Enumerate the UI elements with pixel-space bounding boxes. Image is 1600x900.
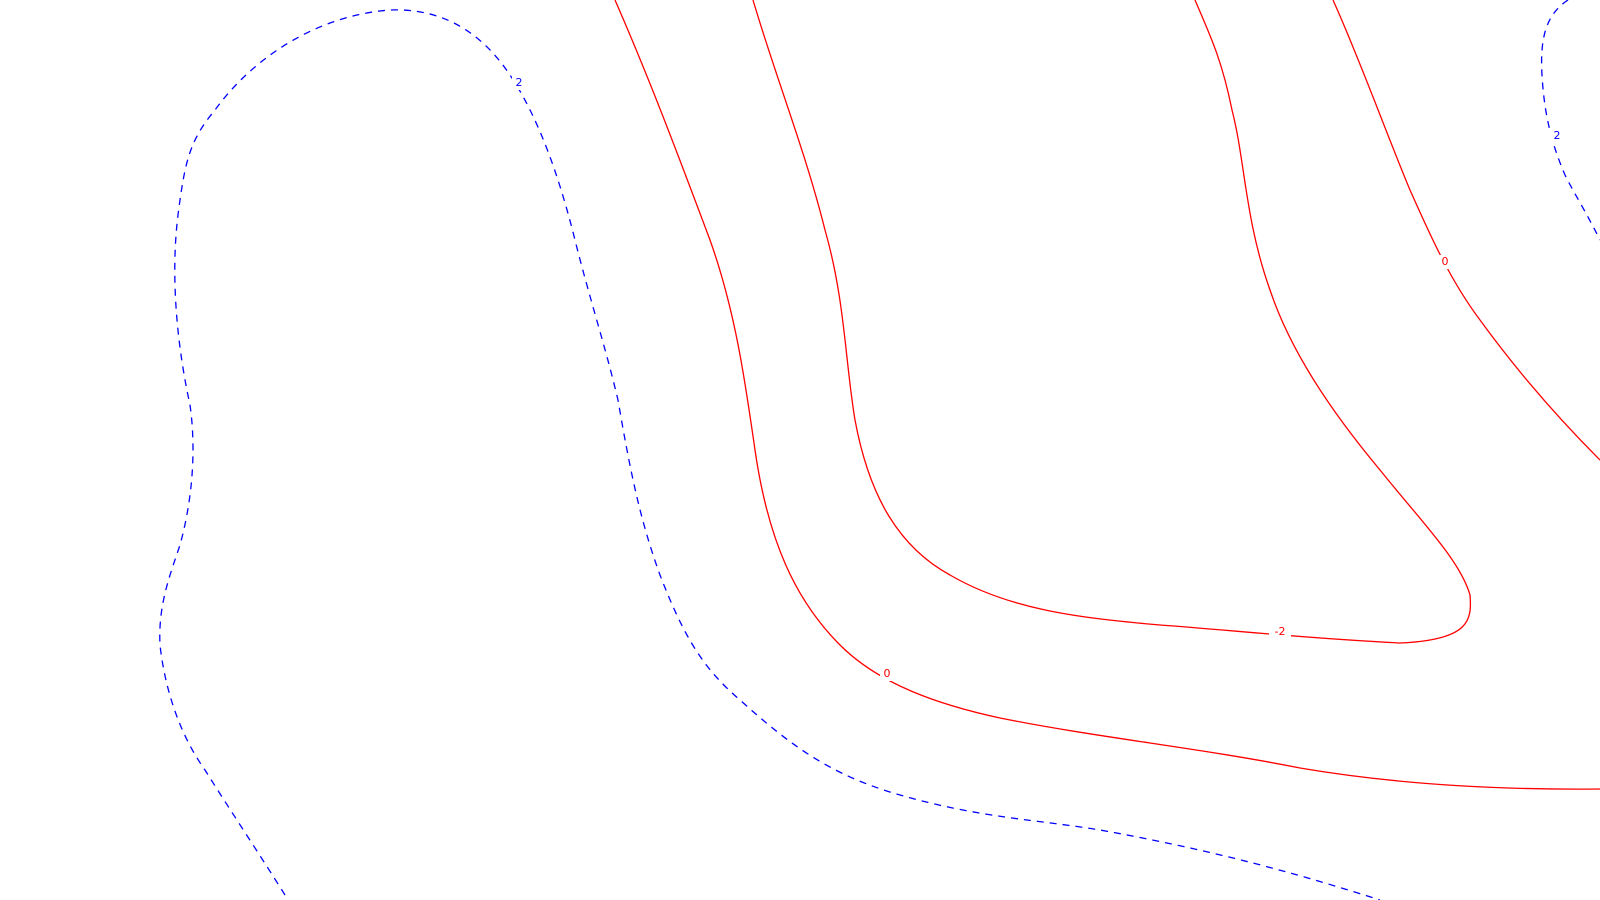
contour-label-blue-left: 2 — [512, 76, 526, 90]
contour-line-blue-left — [159, 9, 1381, 900]
contour-line-red-neg-two — [752, 0, 1472, 644]
contour-label-text: 0 — [1442, 255, 1449, 268]
contour-label-text: -2 — [1275, 625, 1286, 638]
contour-label-text: 0 — [884, 667, 891, 680]
contour-label-text: 2 — [516, 76, 523, 89]
contour-label-red-zero-lower: 0 — [880, 667, 894, 681]
contour-label-red-neg-two: -2 — [1269, 625, 1291, 639]
contour-line-red-zero-upper — [1332, 0, 1600, 461]
contour-label-blue-right: 2 — [1550, 129, 1564, 143]
contour-label-text: 2 — [1554, 129, 1561, 142]
contour-line-red-zero-lower — [614, 0, 1600, 790]
contour-label-red-zero-upper: 0 — [1438, 255, 1452, 269]
